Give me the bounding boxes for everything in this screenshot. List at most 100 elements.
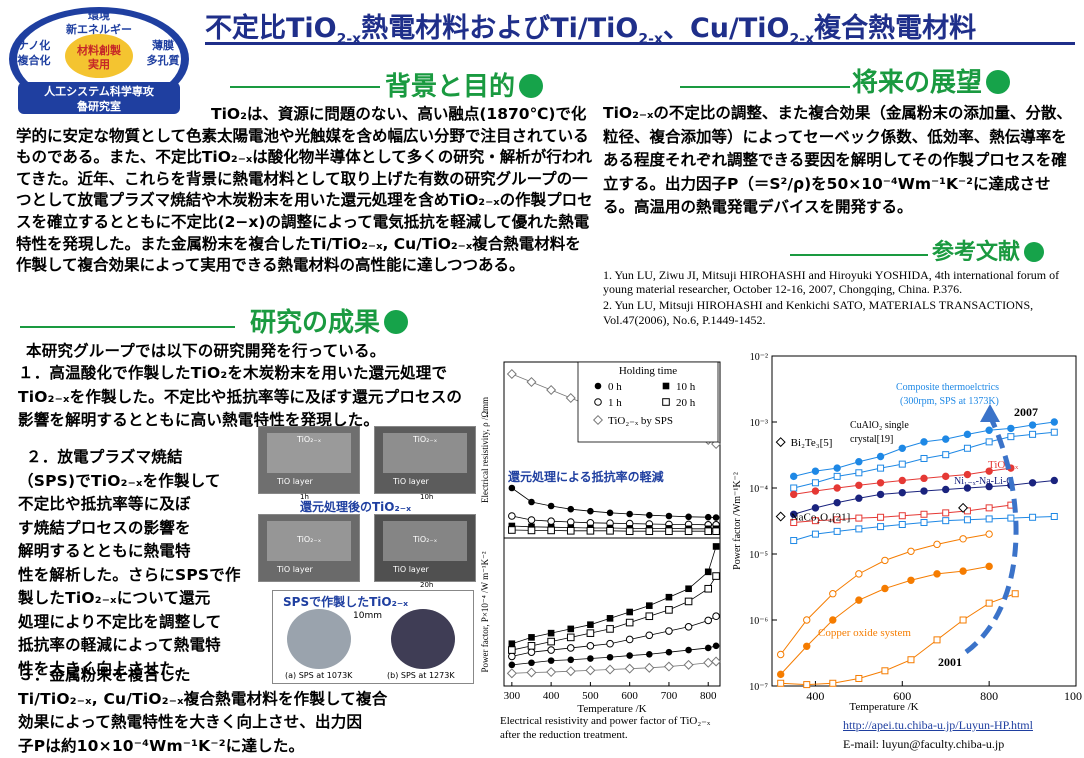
data-point <box>812 505 818 511</box>
data-point <box>791 485 797 491</box>
y-tick-label: 10⁻⁶ <box>749 616 768 627</box>
photo-label: TiO layer <box>277 565 313 574</box>
y-tick-label: 10⁻⁴ <box>749 484 768 495</box>
data-point <box>899 513 905 519</box>
title-underline <box>205 42 1075 45</box>
data-point <box>921 520 927 526</box>
data-point <box>607 510 614 517</box>
data-point <box>704 658 713 667</box>
logo-center1: 材料創製 <box>77 43 122 57</box>
logo-top: 環境 <box>88 8 110 22</box>
data-point <box>921 455 927 461</box>
data-point <box>986 531 992 537</box>
data-point <box>986 427 992 433</box>
series-line <box>512 546 716 643</box>
divider <box>230 86 380 88</box>
data-point <box>705 514 712 521</box>
sample-photo-1h: TiO₂₋ₓ TiO layer <box>258 426 360 494</box>
bi2te3-label: Bi₂Te₃[5] <box>791 437 833 449</box>
data-point <box>943 452 949 458</box>
section-heading-results: 研究の成果 <box>250 302 408 339</box>
data-point <box>812 480 818 486</box>
data-point <box>856 526 862 532</box>
data-point <box>812 468 818 474</box>
data-point <box>1008 425 1014 431</box>
logo-lab1: 人工システム科学専攻 <box>44 84 155 98</box>
data-point <box>713 514 720 521</box>
data-point <box>646 528 653 535</box>
data-point <box>986 439 992 445</box>
data-point <box>899 521 905 527</box>
data-point <box>685 514 692 521</box>
heading-text: 将来の展望 <box>852 68 982 98</box>
data-point <box>528 643 535 650</box>
data-point <box>527 668 536 677</box>
data-point <box>1051 429 1057 435</box>
data-point <box>587 508 594 515</box>
series-line <box>781 594 1016 685</box>
data-point <box>646 602 653 609</box>
data-point <box>626 528 633 535</box>
data-point <box>899 477 905 483</box>
data-point <box>528 499 535 506</box>
data-point <box>547 668 556 677</box>
photo-label: TiO₂₋ₓ <box>297 435 321 444</box>
y-axis-label: Power factor /Wm⁻¹K⁻² <box>732 472 743 570</box>
data-point <box>830 617 836 623</box>
legend-marker <box>595 399 602 406</box>
y-tick-label: 10⁻⁵ <box>749 550 768 561</box>
data-point <box>685 647 692 654</box>
chart-left-caption: Electrical resistivity and power factor … <box>500 714 732 742</box>
photo-label: TiO layer <box>393 565 429 574</box>
data-point <box>878 465 884 471</box>
legend-label: 0 h <box>608 381 622 393</box>
data-point <box>548 657 555 664</box>
green-dot-icon <box>986 70 1010 94</box>
data-point <box>878 514 884 520</box>
data-point <box>830 680 836 686</box>
power-factor-comparison-chart: 400600800100010⁻⁷10⁻⁶10⁻⁵10⁻⁴10⁻³10⁻²Tem… <box>728 346 1082 718</box>
data-point <box>705 645 712 652</box>
legend-label: 1 h <box>608 397 622 409</box>
x-axis-label: Temperature /K <box>577 703 646 714</box>
data-point <box>908 657 914 663</box>
data-point <box>705 528 712 535</box>
data-point <box>812 531 818 537</box>
title-part: 複合熱電材料 <box>814 13 976 44</box>
data-point <box>986 505 992 511</box>
data-point <box>791 538 797 544</box>
bi2te3-point <box>776 438 785 447</box>
data-point <box>856 515 862 521</box>
data-point <box>509 513 516 520</box>
data-point <box>626 652 633 659</box>
heading-text: 背景と目的 <box>385 72 515 102</box>
logo-center2: 実用 <box>88 57 110 71</box>
data-point <box>665 662 674 671</box>
legend-label: TiO₂₋ₓ by SPS <box>608 415 673 427</box>
data-point <box>960 617 966 623</box>
photo-label: TiO layer <box>393 477 429 486</box>
data-point <box>705 569 712 576</box>
data-point <box>899 445 905 451</box>
data-point <box>586 666 595 675</box>
photo-label: TiO₂₋ₓ <box>413 535 437 544</box>
data-point <box>934 637 940 643</box>
results-item-2: ２．放電プラズマ焼結 （SPS)でTiO₂₋ₓを作製して 不定比や抵抗率等に及ぼ… <box>18 446 258 681</box>
data-point <box>509 647 516 654</box>
data-point <box>986 600 992 606</box>
legend-label: 20 h <box>676 397 696 409</box>
data-point <box>921 488 927 494</box>
data-point <box>646 651 653 658</box>
data-point <box>587 643 594 650</box>
data-point <box>607 640 614 647</box>
data-point <box>856 597 862 603</box>
homepage-link[interactable]: http://apei.tu.chiba-u.jp/Luyun-HP.html <box>843 718 1033 733</box>
series-line <box>512 646 716 665</box>
data-point <box>804 643 810 649</box>
data-point <box>566 394 575 403</box>
data-point <box>528 634 535 641</box>
sps-sample-photo: SPSで作製したTiO₂₋ₓ 10mm (a) SPS at 1073K (b)… <box>272 590 474 684</box>
y-axis-label-top: Electrical resistivity, ρ /Ωmm <box>480 397 490 503</box>
photo-label: TiO₂₋ₓ <box>297 535 321 544</box>
data-point <box>626 619 633 626</box>
